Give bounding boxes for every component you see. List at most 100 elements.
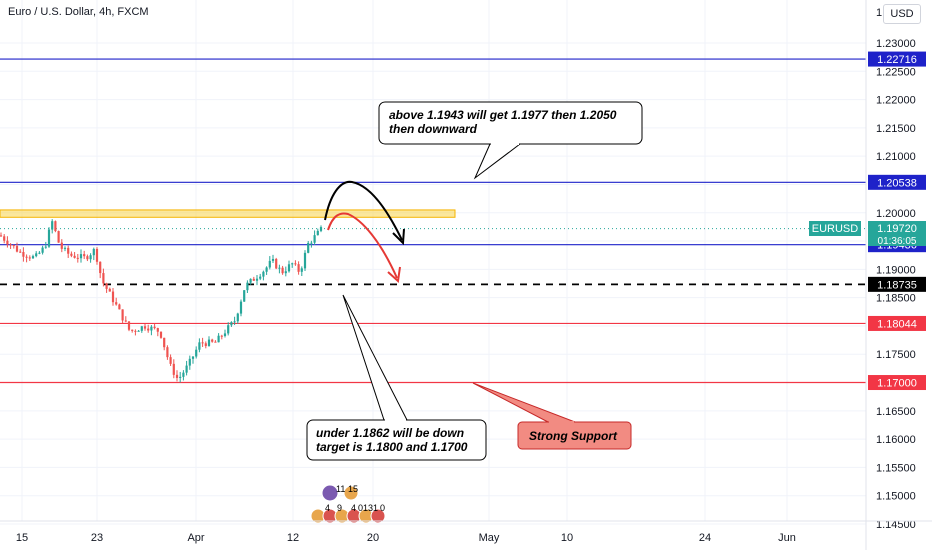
projection-arrows [324,180,405,283]
candle-down [57,231,60,243]
candle-down [70,253,73,256]
candle-down [111,291,115,303]
candle-up [319,227,323,231]
time-axis[interactable]: 15 23 Apr 12 20 May 10 24 Jun [0,520,932,544]
candle-countdown: 01:36:05 [878,236,917,247]
candle-up [243,290,246,302]
time-tick-label: 15 [16,532,28,544]
red-projection-curve [327,212,398,279]
price-tick-label: 1.15000 [876,491,916,503]
candle-up [182,372,185,377]
currency-button[interactable]: USD [883,4,921,24]
candle-up [268,260,271,268]
price-tick-label: 1.18500 [876,293,916,305]
candle-down [172,363,175,375]
callout-down-scenario: under 1.1862 will be down target is 1.18… [306,294,487,461]
candle-down [156,328,159,332]
time-tick-label: 20 [367,532,379,544]
event-bottom-label-1: 4 [325,503,330,513]
level-tag-1.18044 [868,315,926,331]
time-tick-label: 24 [699,532,711,544]
candle-up [271,258,275,261]
level-tag-1.22716 [868,51,926,67]
candle-down [153,326,156,329]
event-marker-eu-1 [321,484,339,502]
candle-up [236,313,239,322]
level-tag-1.18735 [868,276,926,292]
candle-up [198,342,201,350]
candle-up [300,268,303,272]
candle-down [143,326,147,329]
event-top-label-2: 15 [348,484,358,494]
candle-down [275,258,278,269]
candle-up [38,252,41,254]
candle-up [239,301,243,314]
symbol-tag-text: EURUSD [812,223,859,235]
candle-up [287,264,291,272]
candle-up [140,326,143,331]
candle-up [313,235,316,243]
candle-up [207,339,211,346]
candle-up [255,278,259,281]
price-tick-label: 1.22000 [876,95,916,107]
horizontal-levels [0,58,866,384]
candle-down [159,331,163,338]
candle-up [188,358,191,366]
event-bottom-label-5: 13 [363,503,373,513]
candle-up [278,267,281,269]
candle-down [175,374,179,378]
price-axis[interactable]: 1.23000 1.22500 1.22000 1.21500 1.21000 1.205… [865,0,926,550]
candle-up [227,325,230,334]
candle-down [108,288,111,292]
candle-down [124,320,127,322]
candle-up [41,247,44,253]
level-tag-text: 1.22716 [877,54,917,66]
candle-up [316,230,319,236]
event-top-label-1: 11 [336,484,345,494]
candle-down [252,278,255,281]
candle-down [169,357,172,364]
candle-up [191,356,195,359]
callout-support-text: Strong Support [529,429,618,443]
candle-up [51,221,54,230]
price-tick-label: 1.20000 [876,208,916,220]
callout-down-pointer [342,294,408,421]
candle-up [246,282,249,291]
price-tick-label: 1.19000 [876,264,916,276]
callout-support-pointer [472,382,576,423]
symbol-tag [809,221,861,236]
candle-up [233,321,236,323]
event-bottom-label-4: 0 [358,503,363,513]
callout-up-text-line2: then downward [389,122,478,136]
candle-up [303,252,307,269]
callout-up-pointer [473,143,521,180]
price-tick-label: 1.16500 [876,406,916,418]
candle-up [217,335,220,343]
current-price-tags: EURUSD 1.19720 01:36:05 [809,221,926,247]
candle-up [79,254,83,259]
candle-up [307,242,310,253]
candle-down [201,342,204,344]
candle-down [102,273,105,284]
candle-down [99,261,102,274]
candle-up [92,248,95,256]
price-tick-label: 1.17500 [876,349,916,361]
price-tick-label: 1.23000 [876,38,916,50]
level-tag-text: 1.18044 [877,318,917,330]
price-tick-label: 1.21500 [876,123,916,135]
level-tag-1.17000 [868,375,926,391]
candle-up [31,256,35,259]
time-tick-label: 12 [287,532,299,544]
callout-strong-support: Strong Support [472,382,632,450]
price-tick-label: 1.14500 [876,519,916,531]
candle-down [19,251,22,253]
level-tag-1.20538 [868,174,926,190]
current-price-value: 1.19720 [877,223,917,235]
level-tag-text: 1.18735 [877,279,917,291]
candle-up [265,267,268,272]
candle-down [3,236,6,241]
candle-down [121,309,124,321]
economic-event-markers[interactable]: 11 15 4 9 4 0 13 1 0 [310,484,386,524]
black-projection-curve [324,180,403,241]
